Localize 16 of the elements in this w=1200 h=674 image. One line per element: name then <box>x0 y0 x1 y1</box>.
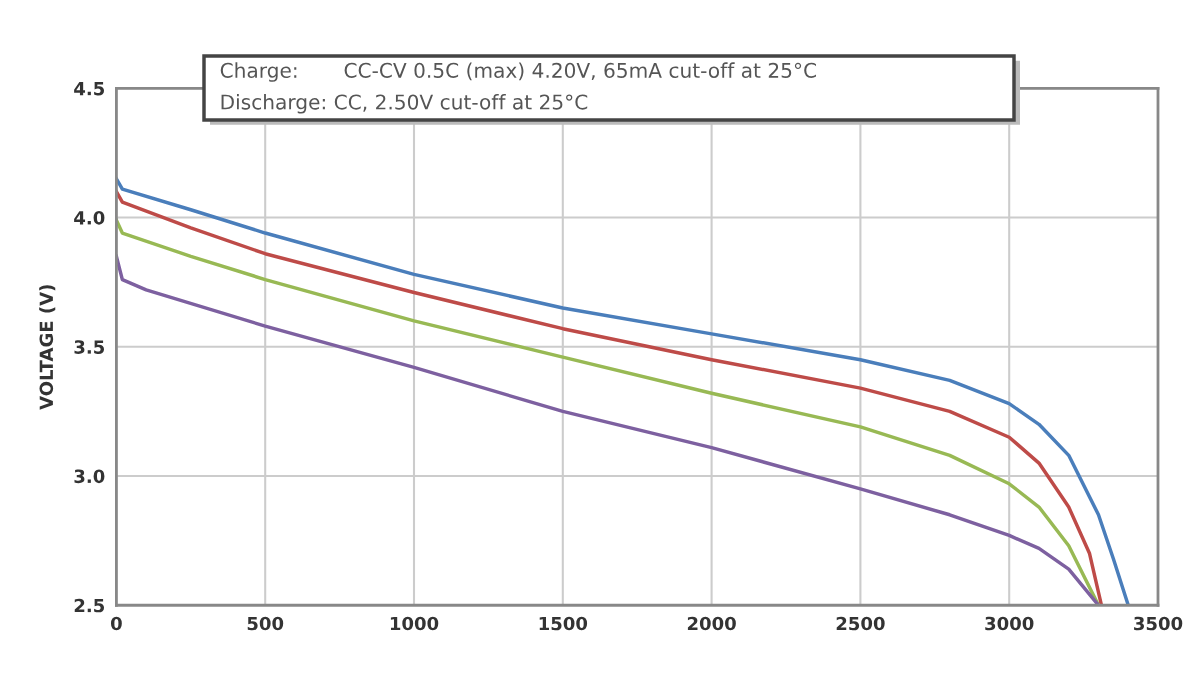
y-tick-label: 2.5 <box>74 598 105 613</box>
x-tick-label: 0 <box>110 616 122 631</box>
y-tick-label: 4.0 <box>74 210 105 225</box>
annotation: Discharge: CC, 2.50V cut-off at 25°C <box>221 94 588 114</box>
x-tick-label: 2000 <box>687 616 736 631</box>
y-tick-label: 3.0 <box>74 469 105 484</box>
y-axis-title: VOLTAGE (V) <box>39 285 56 410</box>
y-tick-label: 4.5 <box>74 81 105 96</box>
x-tick-label: 2500 <box>836 616 885 631</box>
x-tick-label: 3000 <box>985 616 1034 631</box>
text: Charge: CC-CV 0.5C (max) 4.20V, 65mA cut-off at 25°C <box>220 62 816 82</box>
x-tick-label: 1500 <box>539 616 588 631</box>
x-tick-label: 500 <box>247 616 284 631</box>
x-tick-label: 1000 <box>390 616 439 631</box>
x-tick-label: 3500 <box>1134 616 1183 631</box>
y-tick-label: 3.5 <box>74 340 105 354</box>
